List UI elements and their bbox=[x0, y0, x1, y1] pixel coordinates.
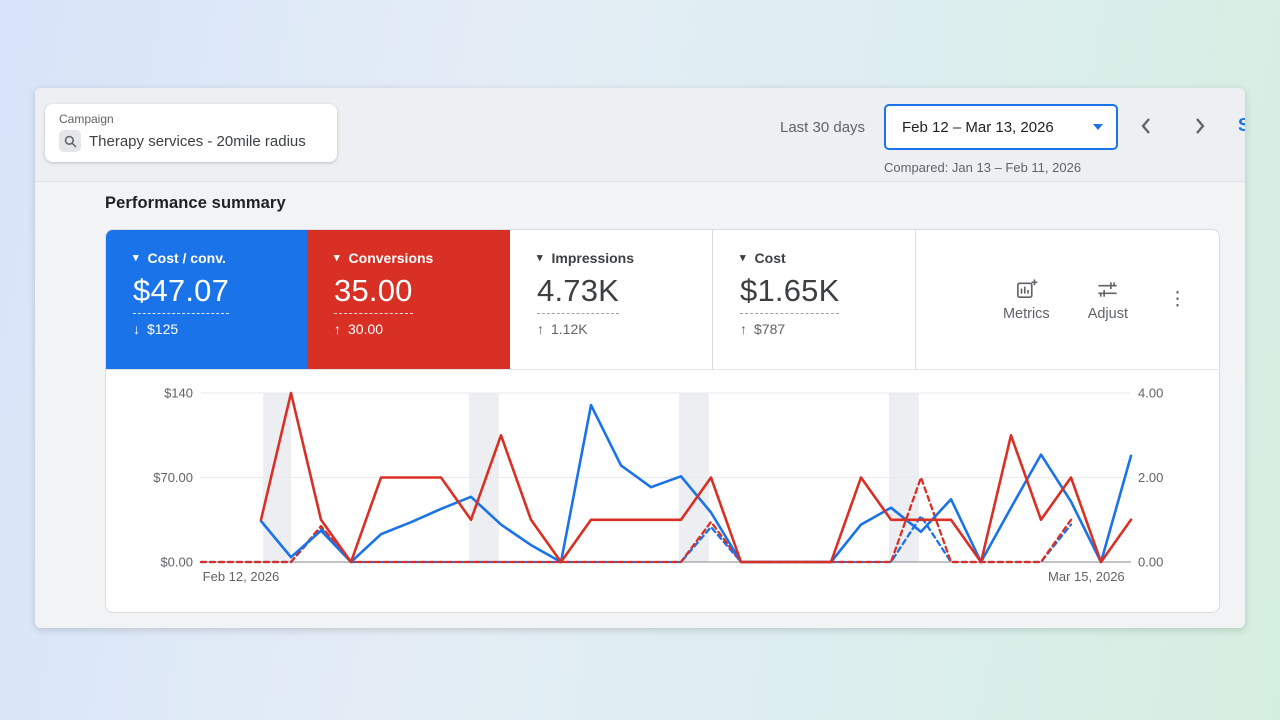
scorecard-delta: 1.12K bbox=[551, 321, 588, 337]
caret-down-icon bbox=[1093, 124, 1103, 130]
scorecards-row: ▾ Cost / conv. $47.07 ↓ $125 ▾ Conversions … bbox=[106, 230, 1219, 370]
chevron-right-icon bbox=[1196, 118, 1205, 134]
left-axis-label: $140 bbox=[164, 386, 193, 401]
next-period-button[interactable] bbox=[1185, 106, 1215, 146]
left-axis-label: $0.00 bbox=[160, 555, 193, 570]
left-axis-label: $70.00 bbox=[153, 470, 193, 485]
campaign-name: Therapy services - 20mile radius bbox=[89, 132, 306, 150]
previous-period-button[interactable] bbox=[1131, 106, 1161, 146]
chart-actions: Metrics Adjust ⋮ bbox=[916, 230, 1219, 369]
date-range-button[interactable]: Feb 12 – Mar 13, 2026 bbox=[884, 104, 1118, 150]
campaign-selector[interactable]: Campaign Therapy services - 20mile radiu… bbox=[45, 104, 337, 162]
panel-body: Performance summary ▾ Cost / conv. $47.07… bbox=[35, 182, 1245, 613]
chart-canvas: $140 $70.00 $0.00 4.00 2.00 0.00 Feb 12, 2026 M… bbox=[153, 386, 1163, 585]
scorecard-label: Cost bbox=[754, 250, 786, 266]
arrow-up-icon: ↑ bbox=[537, 321, 544, 337]
clipped-edge-text: S bbox=[1237, 115, 1245, 135]
page-title: Performance summary bbox=[105, 194, 286, 212]
arrow-up-icon: ↑ bbox=[334, 321, 341, 337]
compared-range-label: Compared: Jan 13 – Feb 11, 2026 bbox=[884, 160, 1082, 175]
scorecard-value: 4.73K bbox=[537, 273, 620, 314]
scorecard-delta: $787 bbox=[754, 321, 786, 337]
arrow-down-icon: ↓ bbox=[133, 321, 140, 337]
adjust-button-label: Adjust bbox=[1087, 305, 1128, 322]
arrow-up-icon: ↑ bbox=[740, 321, 747, 337]
scorecard-cost-per-conv[interactable]: ▾ Cost / conv. $47.07 ↓ $125 bbox=[106, 230, 307, 369]
right-axis-label: 4.00 bbox=[1138, 386, 1163, 401]
scorecard-value: $47.07 bbox=[133, 273, 230, 314]
series-cost-per-conv-current bbox=[259, 403, 1133, 564]
search-icon bbox=[59, 130, 81, 152]
scorecard-impressions[interactable]: ▾ Impressions 4.73K ↑ 1.12K bbox=[510, 230, 713, 369]
panel-header: Campaign Therapy services - 20mile radiu… bbox=[35, 88, 1245, 182]
date-range-value: Feb 12 – Mar 13, 2026 bbox=[902, 118, 1054, 136]
scorecard-cost[interactable]: ▾ Cost $1.65K ↑ $787 bbox=[713, 230, 916, 369]
adjust-button[interactable]: Adjust bbox=[1088, 278, 1128, 322]
performance-summary-card: ▾ Cost / conv. $47.07 ↓ $125 ▾ Conversions … bbox=[105, 229, 1220, 613]
scorecard-delta: 30.00 bbox=[348, 321, 384, 337]
x-axis-label: Mar 15, 2026 bbox=[1048, 569, 1125, 584]
x-axis-label: Feb 12, 2026 bbox=[203, 569, 280, 584]
performance-chart[interactable]: $140 $70.00 $0.00 4.00 2.00 0.00 Feb 12, 2026 M… bbox=[106, 370, 1219, 612]
scorecard-value: 35.00 bbox=[334, 273, 413, 314]
scorecard-label: Impressions bbox=[551, 250, 635, 266]
scorecard-label: Conversions bbox=[348, 250, 434, 266]
ads-overview-panel: Campaign Therapy services - 20mile radiu… bbox=[35, 88, 1245, 628]
metrics-button-label: Metrics bbox=[1002, 305, 1050, 322]
overflow-menu-button[interactable]: ⋮ bbox=[1168, 288, 1187, 310]
right-axis-label: 0.00 bbox=[1138, 555, 1163, 570]
caret-down-icon: ▾ bbox=[133, 252, 139, 264]
metrics-icon bbox=[1016, 278, 1038, 298]
caret-down-icon: ▾ bbox=[334, 252, 340, 264]
scorecard-value: $1.65K bbox=[740, 273, 840, 314]
series-conversions-current bbox=[259, 391, 1133, 564]
adjust-icon bbox=[1098, 281, 1117, 297]
scorecard-conversions[interactable]: ▾ Conversions 35.00 ↑ 30.00 bbox=[307, 230, 510, 369]
scorecard-delta: $125 bbox=[147, 321, 179, 337]
metrics-button[interactable]: Metrics bbox=[1003, 278, 1050, 322]
date-preset-label: Last 30 days bbox=[780, 119, 866, 136]
chevron-left-icon bbox=[1141, 118, 1150, 134]
caret-down-icon: ▾ bbox=[537, 252, 543, 264]
scorecard-label: Cost / conv. bbox=[147, 250, 226, 266]
campaign-selector-label: Campaign bbox=[59, 112, 114, 126]
caret-down-icon: ▾ bbox=[740, 252, 746, 264]
right-axis-label: 2.00 bbox=[1138, 470, 1163, 485]
